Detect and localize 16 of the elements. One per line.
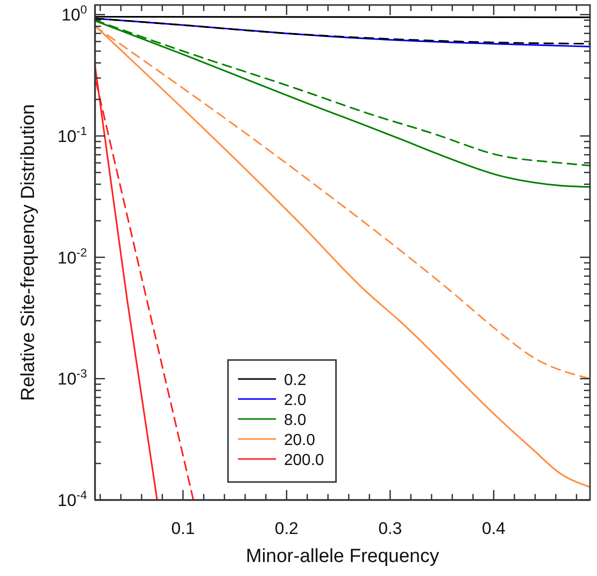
x-tick-label: 0.1 — [171, 519, 195, 538]
legend-label: 20.0 — [284, 432, 316, 449]
y-tick-label: 10$^{-1}$ — [58, 124, 88, 146]
legend-label: 2.0 — [284, 392, 306, 409]
legend-label: 200.0 — [284, 452, 324, 469]
y-tick-label: 10$^{0}$ — [61, 2, 88, 25]
legend-label: 0.2 — [284, 372, 306, 389]
y-axis-title: Relative Site-frequency Distribution — [18, 104, 39, 401]
x-tick-label: 0.2 — [274, 519, 298, 538]
x-tick-label: 0.3 — [378, 519, 402, 538]
y-tick-label: 10$^{-2}$ — [58, 245, 88, 268]
legend-label: 8.0 — [284, 412, 306, 429]
x-axis-title: Minor-allele Frequency — [246, 546, 440, 567]
x-tick-label: 0.4 — [482, 519, 506, 538]
y-tick-label: 10$^{-4}$ — [58, 488, 88, 510]
y-tick-label: 10$^{-3}$ — [58, 366, 88, 389]
